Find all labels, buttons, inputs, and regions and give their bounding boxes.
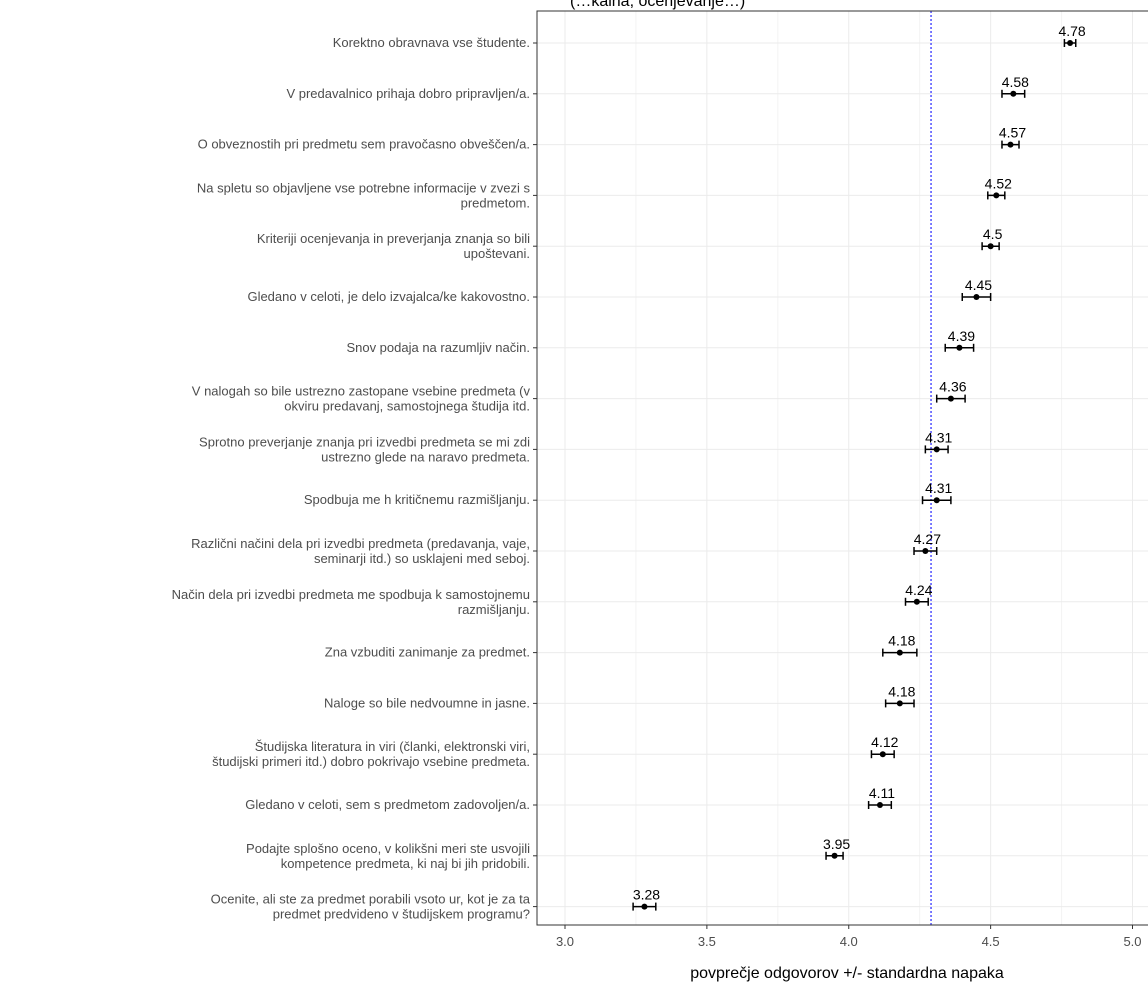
y-axis-label: Ocenite, ali ste za predmet porabili vso… [211, 892, 531, 907]
x-axis-title: povprečje odgovorov +/- standardna napak… [690, 965, 1004, 982]
y-axis-label: V predavalnico prihaja dobro pripravljen… [286, 86, 530, 101]
data-label: 4.11 [869, 785, 895, 801]
y-axis-label: Zna vzbuditi zanimanje za predmet. [325, 645, 530, 660]
data-label: 4.45 [965, 277, 992, 293]
data-label: 4.12 [871, 734, 898, 750]
mean-point [947, 395, 954, 402]
data-label: 4.57 [999, 125, 1026, 141]
data-label: 4.36 [939, 379, 966, 395]
x-tick-label: 3.5 [698, 934, 716, 949]
y-axis-label: Gledano v celoti, je delo izvajalca/ke k… [247, 289, 530, 304]
data-label: 4.27 [914, 531, 941, 547]
mean-point [1010, 90, 1017, 97]
y-axis-label: Različni načini dela pri izvedbi predmet… [191, 536, 530, 551]
y-axis-label: Na spletu so objavljene vse potrebne inf… [197, 180, 531, 195]
mean-point [896, 700, 903, 707]
mean-point [641, 903, 648, 910]
data-label: 4.31 [925, 480, 952, 496]
data-marks: 4.78 4.58 4.57 4.52 4.5 4.45 4.39 4.36 4.31 4.31 4… [632, 23, 1086, 911]
mean-point [933, 497, 940, 504]
y-axis-label: Študijska literatura in viri (članki, el… [255, 739, 530, 754]
x-tick-label: 3.0 [556, 934, 574, 949]
mean-point [896, 649, 903, 656]
data-label: 4.31 [925, 429, 952, 445]
data-label: 4.52 [985, 175, 1012, 191]
y-axis-label: razmišljanju. [458, 602, 530, 617]
chart-title-fragment: (…kalna, ocenjevanje…) [570, 0, 745, 10]
plot-panel-border [536, 10, 1148, 926]
y-axis-label: kompetence predmeta, ki naj bi jih prido… [281, 856, 530, 871]
y-axis-label: seminarji itd.) so usklajeni med seboj. [314, 551, 530, 566]
y-axis-label: V nalogah so bile ustrezno zastopane vse… [192, 384, 531, 399]
y-axis-label: Korektno obravnava vse študente. [333, 35, 530, 50]
mean-point [1067, 40, 1074, 46]
mean-point [973, 294, 980, 300]
mean-point [1007, 141, 1014, 148]
y-axis-labels: Korektno obravnava vse študente. V predav… [172, 35, 537, 922]
data-label: 4.18 [888, 683, 915, 699]
y-axis-label: Podajte splošno oceno, v kolikšni meri s… [246, 841, 530, 856]
y-axis-label: okviru predavanj, samostojnega študija i… [284, 399, 530, 414]
y-axis-label: O obveznostih pri predmetu sem pravočasn… [198, 137, 530, 152]
y-axis-label: Snov podaja na razumljiv način. [346, 340, 530, 355]
x-axis: 3.0 3.5 4.0 4.5 5.0 [556, 925, 1142, 949]
data-label: 4.24 [905, 582, 932, 598]
mean-point [987, 243, 994, 250]
mean-point [831, 852, 838, 859]
y-axis-label: upoštevani. [464, 246, 531, 261]
data-label: 3.95 [823, 836, 850, 852]
mean-point [922, 548, 929, 554]
y-axis-label: Način dela pri izvedbi predmeta me spodb… [172, 587, 530, 602]
y-axis-label: Kriteriji ocenjevanja in preverjanja zna… [257, 231, 530, 246]
y-axis-label: ustrezno glede na naravo predmeta. [321, 449, 530, 464]
data-label: 3.28 [633, 887, 660, 903]
x-tick-label: 4.5 [982, 934, 1000, 949]
mean-point [879, 751, 886, 758]
x-tick-label: 5.0 [1123, 934, 1141, 949]
mean-point [876, 802, 883, 808]
data-label: 4.39 [948, 328, 975, 344]
mean-point [913, 598, 920, 605]
y-axis-label: Sprotno preverjanje znanja pri izvedbi p… [199, 434, 530, 449]
data-label: 4.78 [1058, 23, 1085, 39]
y-axis-label: Naloge so bile nedvoumne in jasne. [324, 695, 530, 710]
y-axis-label: predmet predvideno v študijskem programu… [273, 907, 530, 922]
mean-point [956, 344, 963, 351]
grid [537, 11, 1148, 925]
y-axis-label: Gledano v celoti, sem s predmetom zadovo… [245, 797, 530, 812]
y-axis-label: študijski primeri itd.) dobro pokrivajo … [212, 754, 530, 769]
mean-point [933, 446, 940, 453]
data-label: 4.58 [1002, 74, 1029, 90]
mean-point [993, 192, 1000, 199]
y-axis-label: Spodbuja me h kritičnemu razmišljanju. [304, 492, 530, 507]
data-label: 4.18 [888, 633, 915, 649]
x-tick-label: 4.0 [840, 934, 858, 949]
y-axis-label: predmetom. [461, 195, 530, 210]
data-label: 4.5 [983, 226, 1003, 242]
